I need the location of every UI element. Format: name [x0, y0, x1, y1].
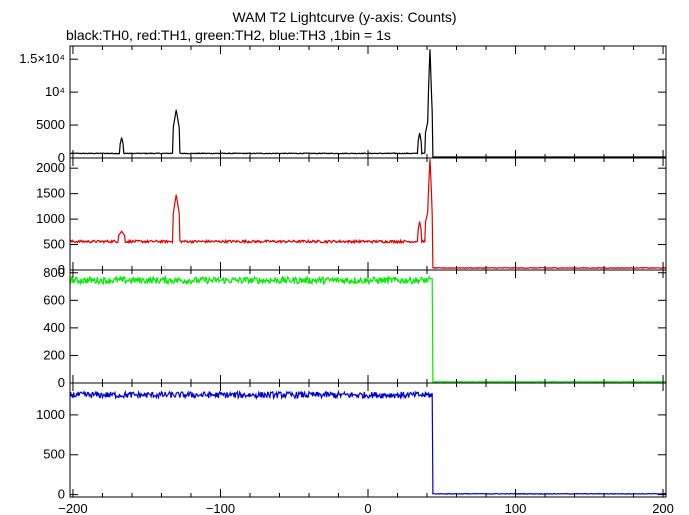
y-tick-label: 400 [43, 320, 65, 335]
y-tick-label: 10⁴ [45, 84, 65, 99]
series-line-th1 [69, 158, 667, 270]
y-tick-label: 1000 [36, 211, 65, 226]
series-line-th0 [69, 49, 666, 158]
x-tick-label: −200 [58, 501, 87, 515]
y-tick-label: 0 [58, 262, 65, 277]
y-tick-label: 500 [43, 447, 65, 462]
y-tick-label: 0 [58, 487, 65, 502]
y-tick-label: 200 [43, 347, 65, 362]
panel-frame-3 [69, 269, 667, 384]
y-tick-label: 0 [58, 375, 65, 390]
y-tick-label: 5000 [36, 117, 65, 132]
y-tick-label: 1000 [36, 407, 65, 422]
x-tick-label: 100 [505, 501, 527, 515]
panel-frame-1 [69, 45, 667, 159]
panel-frame-4 [69, 382, 667, 498]
y-tick-label: 500 [43, 237, 65, 252]
x-tick-label: −100 [206, 501, 235, 515]
y-tick-label: 0 [58, 150, 65, 165]
y-tick-label: 600 [43, 292, 65, 307]
y-tick-label: 800 [43, 265, 65, 280]
series-line-th2 [69, 274, 667, 383]
series-line-th3 [69, 389, 667, 495]
x-tick-label: 0 [364, 501, 371, 515]
panel-frame-2 [69, 157, 667, 271]
chart-title: WAM T2 Lightcurve (y-axis: Counts) [232, 9, 457, 25]
chart-subtitle: black:TH0, red:TH1, green:TH2, blue:TH3 … [66, 27, 391, 43]
x-tick-label: 200 [652, 501, 674, 515]
y-tick-label: 1500 [36, 186, 65, 201]
y-tick-label: 1.5×10⁴ [19, 51, 65, 66]
y-tick-label: 2000 [36, 160, 65, 175]
